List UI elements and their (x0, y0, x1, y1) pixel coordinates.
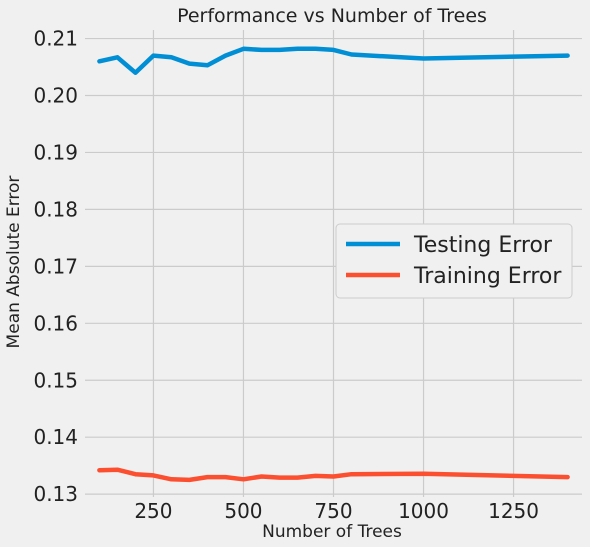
series-lines (97, 46, 570, 483)
y-tick-label: 0.15 (33, 368, 78, 392)
tick-labels: 0.13 0.14 0.15 0.16 0.17 0.18 0.19 0.20 0.21 250 5… (33, 27, 539, 523)
x-tick-label: 250 (134, 499, 172, 523)
y-tick-label: 0.14 (33, 425, 78, 449)
legend: Testing Error Training Error (335, 223, 573, 299)
y-axis-label: Mean Absolute Error (4, 176, 24, 349)
legend-label-testing-error: Testing Error (413, 233, 553, 258)
legend-label-training-error: Training Error (413, 264, 562, 289)
y-tick-label: 0.16 (33, 311, 78, 335)
y-tick-label: 0.17 (33, 254, 78, 278)
y-tick-label: 0.18 (33, 197, 78, 221)
y-tick-label: 0.21 (33, 27, 78, 51)
x-tick-label: 1250 (488, 499, 539, 523)
x-tick-label: 1000 (398, 499, 449, 523)
y-tick-label: 0.19 (33, 140, 78, 164)
series-line-testing-error (97, 46, 570, 75)
y-tick-label: 0.13 (33, 482, 78, 506)
x-tick-label: 500 (224, 499, 262, 523)
x-axis-label: Number of Trees (262, 522, 402, 542)
series-line-training-error (97, 467, 570, 483)
x-tick-label: 750 (314, 499, 352, 523)
y-tick-label: 0.20 (33, 83, 78, 107)
chart-title: Performance vs Number of Trees (177, 5, 487, 27)
